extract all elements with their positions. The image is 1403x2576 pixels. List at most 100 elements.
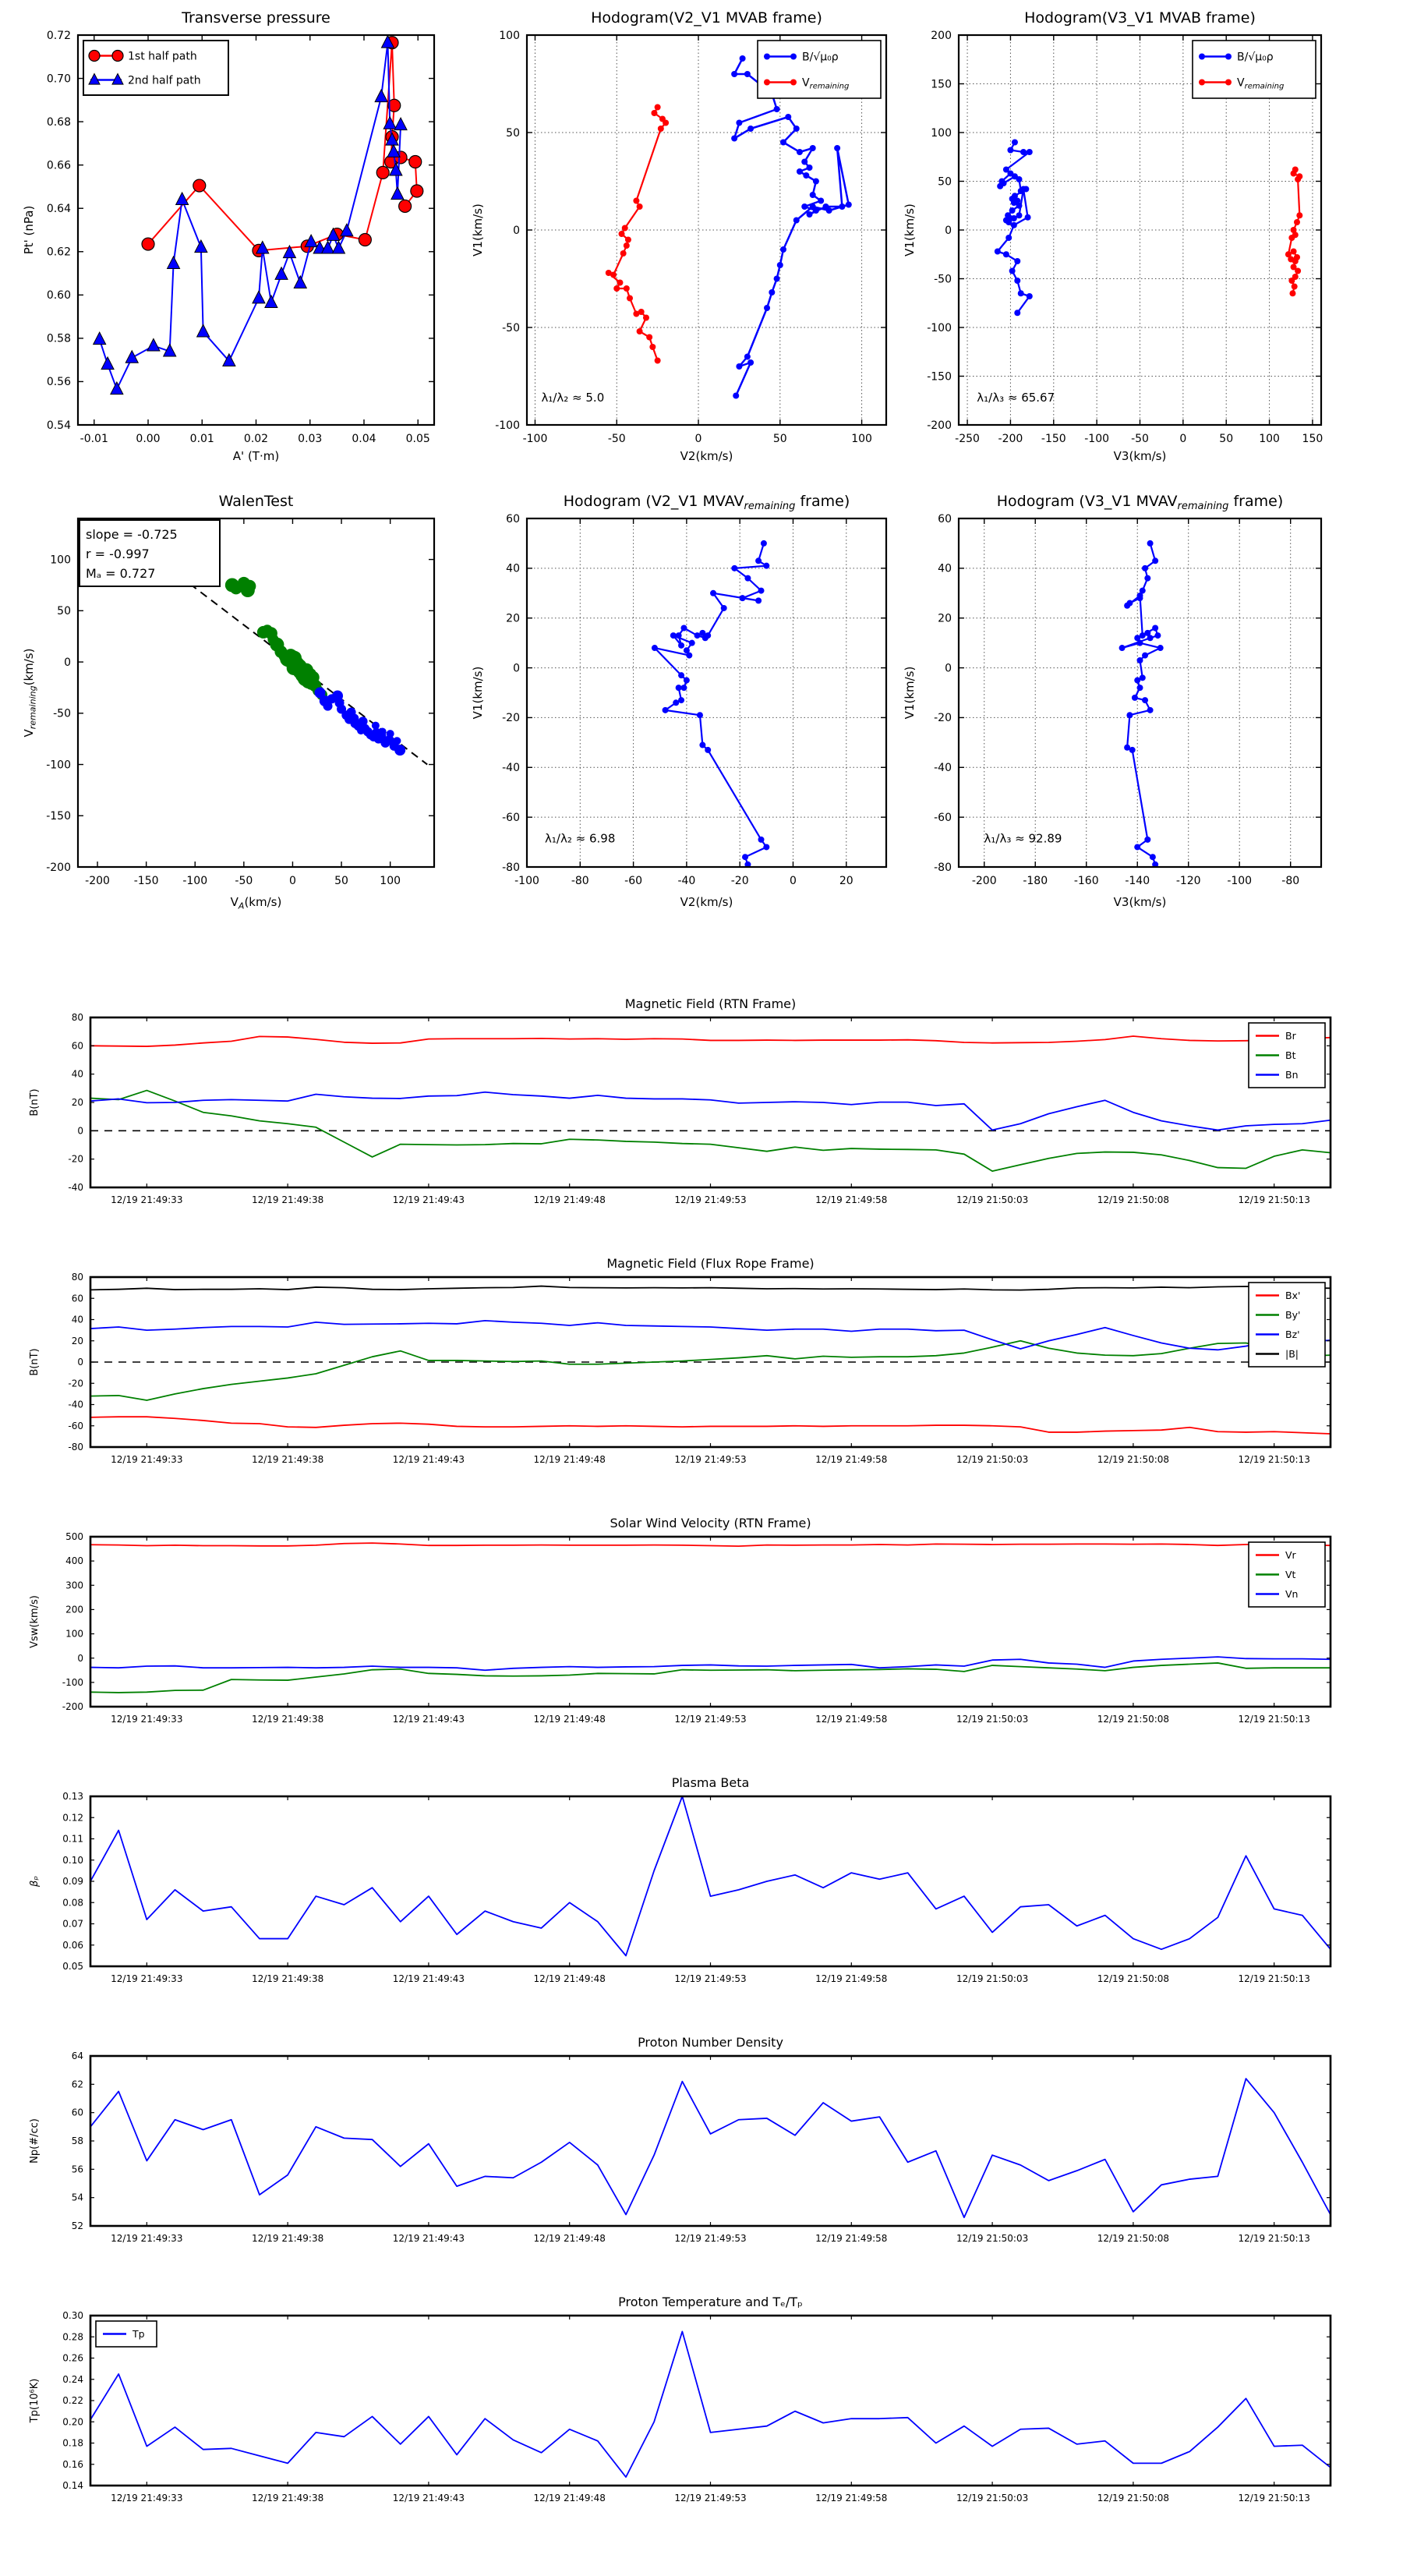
marker-dot [1119, 645, 1126, 652]
marker-dot [1009, 267, 1016, 274]
y-tick-label: 100 [499, 30, 520, 42]
marker-dot [680, 685, 687, 692]
ticks: -100 -50 0 50 100 -100 -50 0 50 100 [495, 30, 886, 445]
x-tick-label: 12/19 21:50:13 [1239, 1194, 1310, 1205]
marker-dot [1005, 219, 1012, 225]
x-tick-label: 12/19 21:49:33 [111, 1194, 182, 1205]
y-tick-label: 50 [506, 127, 520, 140]
marker-circle [371, 721, 380, 730]
marker-dot [1142, 652, 1149, 659]
marker-dot [1290, 248, 1297, 255]
marker-dot [1136, 656, 1143, 663]
series-group [90, 1796, 1331, 1957]
x-tick-label: 12/19 21:49:43 [393, 1194, 465, 1205]
panel-title: Hodogram(V3_V1 MVAB frame) [1024, 9, 1256, 27]
marker-dot [1225, 79, 1232, 86]
x-tick-label: 12/19 21:49:43 [393, 1714, 465, 1725]
marker-dot [839, 203, 846, 210]
marker-triangle [110, 380, 124, 395]
panel-title: Hodogram (V2_V1 MVAVremaining frame) [564, 493, 850, 512]
x-tick-label: 0 [790, 875, 797, 887]
marker-triangle [175, 191, 189, 206]
x-axis-label: V2(km/s) [680, 449, 733, 463]
y-tick-label: 60 [72, 1040, 83, 1051]
x-tick-label: 20 [839, 875, 853, 887]
x-tick-label: -50 [608, 433, 626, 445]
x-tick-label: 12/19 21:50:08 [1097, 2493, 1169, 2503]
y-tick-label: 0.72 [47, 30, 71, 42]
marker-dot [1225, 53, 1232, 60]
marker-dot [1014, 310, 1021, 317]
marker-triangle [92, 331, 107, 345]
y-tick-label: -200 [46, 862, 71, 874]
y-tick-label: 0 [945, 225, 952, 237]
marker-triangle [101, 356, 115, 370]
x-tick-label: -180 [1023, 875, 1048, 887]
marker-dot [776, 262, 783, 268]
marker-dot [694, 632, 701, 639]
x-tick-label: 12/19 21:50:08 [1097, 1973, 1169, 1984]
legend-label: Bx' [1285, 1290, 1300, 1301]
marker-dot [1292, 258, 1299, 264]
y-tick-label: -150 [927, 370, 952, 383]
marker-dot [710, 589, 717, 596]
x-tick-label: 12/19 21:49:58 [815, 1714, 887, 1725]
marker-dot [675, 685, 682, 692]
marker-circle [88, 49, 101, 62]
marker-dot [651, 645, 658, 652]
marker-dot [793, 217, 800, 224]
y-tick-label: 0.30 [62, 2310, 83, 2321]
marker-dot [636, 203, 643, 210]
x-tick-label: 12/19 21:50:08 [1097, 1194, 1169, 1205]
marker-circle [314, 687, 326, 699]
legend-label: Vremaining [802, 76, 849, 90]
marker-triangle [282, 244, 297, 259]
marker-dot [747, 359, 755, 366]
y-tick-label: 40 [72, 1069, 83, 1080]
x-tick-label: 12/19 21:49:33 [111, 1973, 182, 1984]
marker-dot [755, 557, 762, 564]
marker-triangle [111, 73, 124, 85]
marker-dot [678, 697, 685, 704]
marker-dot [1010, 221, 1017, 228]
y-tick-label: 62 [72, 2079, 83, 2089]
marker-circle [334, 698, 345, 708]
marker-circle [376, 165, 390, 179]
marker-dot [731, 71, 738, 77]
x-tick-label: 12/19 21:49:38 [252, 1454, 323, 1465]
marker-dot [736, 363, 743, 370]
y-tick-label: -50 [53, 708, 71, 720]
marker-circle [141, 237, 155, 251]
panel-solar-wind-velocity: 12/19 21:49:33 12/19 21:49:38 12/19 21:49:… [29, 1516, 1332, 1725]
marker-dot [610, 271, 617, 278]
marker-dot [627, 295, 634, 302]
series-Tp [90, 2330, 1331, 2479]
panel-walen-test: -200 -150 -100 -50 0 50 100 -200 -150 -100 -50 0 50 1… [22, 493, 436, 911]
marker-dot [1147, 706, 1154, 713]
marker-dot [1026, 293, 1033, 299]
marker-dot [1136, 592, 1143, 599]
panel-title: Proton Number Density [638, 2035, 783, 2050]
marker-dot [845, 201, 852, 208]
marker-circle [357, 727, 366, 735]
x-tick-label: -60 [624, 875, 642, 887]
y-axis-label: V1(km/s) [471, 203, 485, 257]
x-tick-label: 12/19 21:49:38 [252, 1973, 323, 1984]
y-tick-label: -40 [68, 1182, 83, 1193]
y-tick-label: 58 [72, 2135, 83, 2146]
x-tick-label: 12/19 21:49:48 [534, 1973, 606, 1984]
marker-triangle [293, 274, 308, 288]
y-tick-label: 20 [938, 612, 952, 625]
y-tick-label: -60 [934, 812, 952, 824]
y-tick-label: -80 [68, 1442, 83, 1453]
series-group [90, 1542, 1331, 1693]
marker-dot [720, 604, 727, 611]
x-tick-label: -100 [514, 875, 539, 887]
y-tick-label: 200 [931, 30, 952, 42]
marker-triangle [380, 35, 395, 48]
y-tick-label: 100 [65, 1629, 83, 1640]
marker-dot [790, 79, 797, 86]
marker-dot [790, 53, 797, 60]
marker-dot [796, 168, 803, 175]
